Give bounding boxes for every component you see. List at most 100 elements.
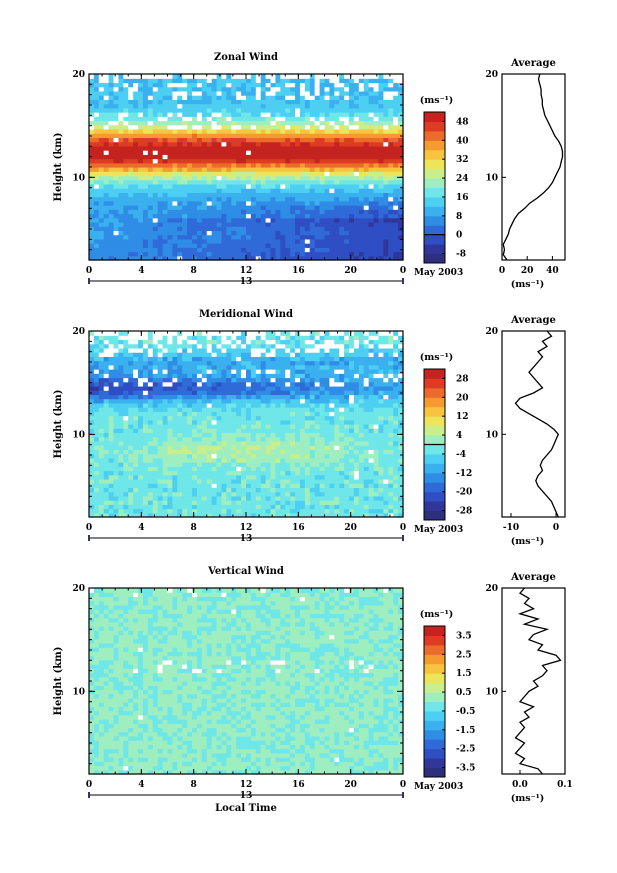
heatmap-cell [182,487,188,493]
heatmap-cell [299,343,306,349]
heatmap-cell [304,483,311,489]
heatmap-cell [344,171,350,177]
heatmap-cell [98,483,105,489]
heatmap-cell [398,150,404,155]
heatmap-cell [344,205,350,210]
heatmap-cell [246,251,252,257]
heatmap-cell [162,394,169,400]
heatmap-cell [128,128,134,134]
heatmap-cell [324,145,331,151]
heatmap-cell [152,124,159,130]
heatmap-cell [314,158,321,164]
heatmap-cell [324,158,331,164]
heatmap-cell [349,234,355,240]
heatmap-cell [192,255,198,261]
heatmap-cell [236,238,242,244]
heatmap-cell [299,221,306,227]
heatmap-cell [138,495,144,501]
heatmap-cell [250,196,257,202]
heatmap-cell [324,205,331,210]
heatmap-cell [299,347,306,353]
heatmap-cell [378,120,384,126]
heatmap-cell [98,415,105,421]
heatmap-cell [236,196,242,202]
heatmap-cell [98,352,105,357]
heatmap-cell [93,103,100,109]
heatmap-cell [216,162,223,168]
heatmap-cell [299,390,306,396]
heatmap-cell [196,445,203,450]
heatmap-cell [167,474,174,480]
heatmap-cell [250,445,257,450]
heatmap-cell [89,82,95,88]
heatmap-cell [118,331,124,336]
heatmap-cell [265,217,272,223]
heatmap-cell [216,133,223,139]
heatmap-cell [157,335,164,341]
heatmap-cell [182,495,188,501]
heatmap-cell [152,162,159,168]
heatmap-cell [250,398,257,404]
heatmap-cell [236,86,242,92]
heatmap-cell [138,453,144,459]
heatmap-cell [309,90,316,96]
heatmap-cell [187,364,193,370]
heatmap-cell [113,343,120,349]
heatmap-cell [196,335,203,341]
heatmap-cell [388,192,394,198]
heatmap-cell [118,120,124,126]
heatmap-cell [290,192,296,198]
heatmap-cell [299,82,306,88]
heatmap-cell [187,188,193,193]
heatmap-cell [216,385,223,391]
heatmap-cell [280,347,286,353]
heatmap-cell [138,99,144,105]
heatmap-cell [192,415,198,421]
heatmap-cell [241,78,247,84]
heatmap-cell [250,230,257,236]
heatmap-cell [388,78,394,84]
heatmap-cell [196,491,203,497]
heatmap-cell [270,364,277,370]
heatmap-cell [290,145,296,151]
heatmap-cell [324,137,331,143]
heatmap-cell [177,162,183,168]
heatmap-cell [133,478,139,484]
heatmap-cell [128,339,134,345]
heatmap-cell [167,343,174,349]
heatmap-cell [275,158,281,164]
heatmap-cell [142,491,149,497]
heatmap-cell [368,221,375,227]
heatmap-cell [98,128,105,134]
heatmap-cell [275,385,281,391]
heatmap-cell [324,255,331,261]
heatmap-cell [108,196,115,202]
heatmap-cell [280,335,286,341]
heatmap-cell [290,175,296,181]
heatmap-cell [236,226,242,232]
heatmap-cell [118,339,124,345]
heatmap-cell [108,255,115,261]
heatmap-cell [285,504,291,510]
heatmap-cell [108,188,115,193]
heatmap-cell [358,209,365,215]
heatmap-cell [295,255,301,261]
heatmap-cell [133,234,139,240]
heatmap-cell [241,440,247,446]
heatmap-cell [98,234,105,240]
heatmap-cell [113,347,120,353]
x-tick-label: 12 [240,266,253,276]
heatmap-cell [133,424,139,429]
heatmap-cell [138,394,144,400]
heatmap-cell [285,200,291,206]
heatmap-cell [309,411,316,417]
heatmap-cell [93,145,100,151]
heatmap-cell [172,133,178,139]
heatmap-cell [241,487,247,493]
heatmap-cell [103,234,110,240]
heatmap-cell [236,213,242,219]
heatmap-cell [236,466,242,472]
heatmap-cell [142,500,149,505]
heatmap-cell [250,487,257,493]
heatmap-cell [133,90,139,96]
